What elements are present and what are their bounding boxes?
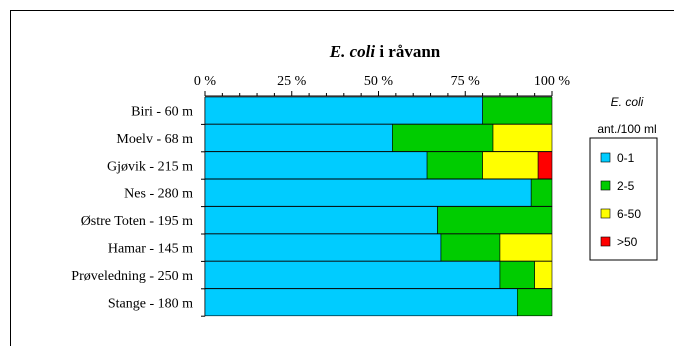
legend-label: 6-50 [617,207,641,221]
category-label: Biri - 60 m [131,105,193,120]
x-axis-ticks: 0 % 25 % 50 % 75 % 100 % [194,74,571,317]
bar-segment [437,206,553,234]
legend-swatch [600,180,611,191]
category-label: Gjøvik - 215 m [107,159,193,174]
x-tick-label: 0 % [194,74,217,89]
legend: E. coli ant./100 ml 0-1 2-5 6-50 >50 [589,95,658,261]
legend-swatch [600,236,611,247]
x-tick-label: 25 % [277,74,307,89]
bar-segment [204,233,442,262]
bar-segment [499,261,535,289]
bars [204,96,553,317]
x-tick-label: 50 % [364,74,394,89]
legend-swatch [600,152,611,163]
bar-segment [516,288,553,317]
category-label: Østre Toten - 195 m [81,214,193,229]
title-italic: E. coli [329,42,376,61]
category-labels: Biri - 60 m Moelv - 68 m Gjøvik - 215 m Nes… [71,105,205,317]
legend-label: 2-5 [617,179,635,193]
legend-label: 0-1 [617,151,635,165]
legend-title-line1: E. coli [611,95,644,109]
category-label: Hamar - 145 m [108,242,193,257]
bar-segment [204,151,428,180]
category-label: Stange - 180 m [108,296,193,311]
bar-segment [482,151,539,180]
bar-segment [530,178,553,207]
bar-segment [204,288,518,317]
bar-segment [204,124,393,152]
bar-segment [440,233,501,262]
bar-segment [204,261,501,289]
bar-segment [204,178,532,207]
legend-swatch [600,208,611,219]
bar-segment [537,151,553,180]
x-tick-label: 100 % [534,74,571,89]
title-rest: i råvann [379,42,440,61]
legend-title-line2: ant./100 ml [597,122,656,136]
legend-box [589,137,658,261]
bar-segment [482,96,553,125]
category-label: Moelv - 68 m [116,132,193,147]
category-label: Prøveledning - 250 m [71,269,193,284]
category-label: Nes - 280 m [124,187,193,202]
bar-segment [534,261,553,289]
bar-segment [426,151,483,180]
bar-segment [392,124,494,152]
bar-segment [204,96,483,125]
bar-segment [492,124,553,152]
legend-label: >50 [617,235,638,249]
x-tick-label: 75 % [451,74,481,89]
bar-segment [499,233,553,262]
chart-frame [10,10,674,346]
chart-title: E. coli i råvann [329,42,441,61]
bar-segment [204,206,438,234]
legend-items: 0-1 2-5 6-50 >50 [600,151,641,249]
